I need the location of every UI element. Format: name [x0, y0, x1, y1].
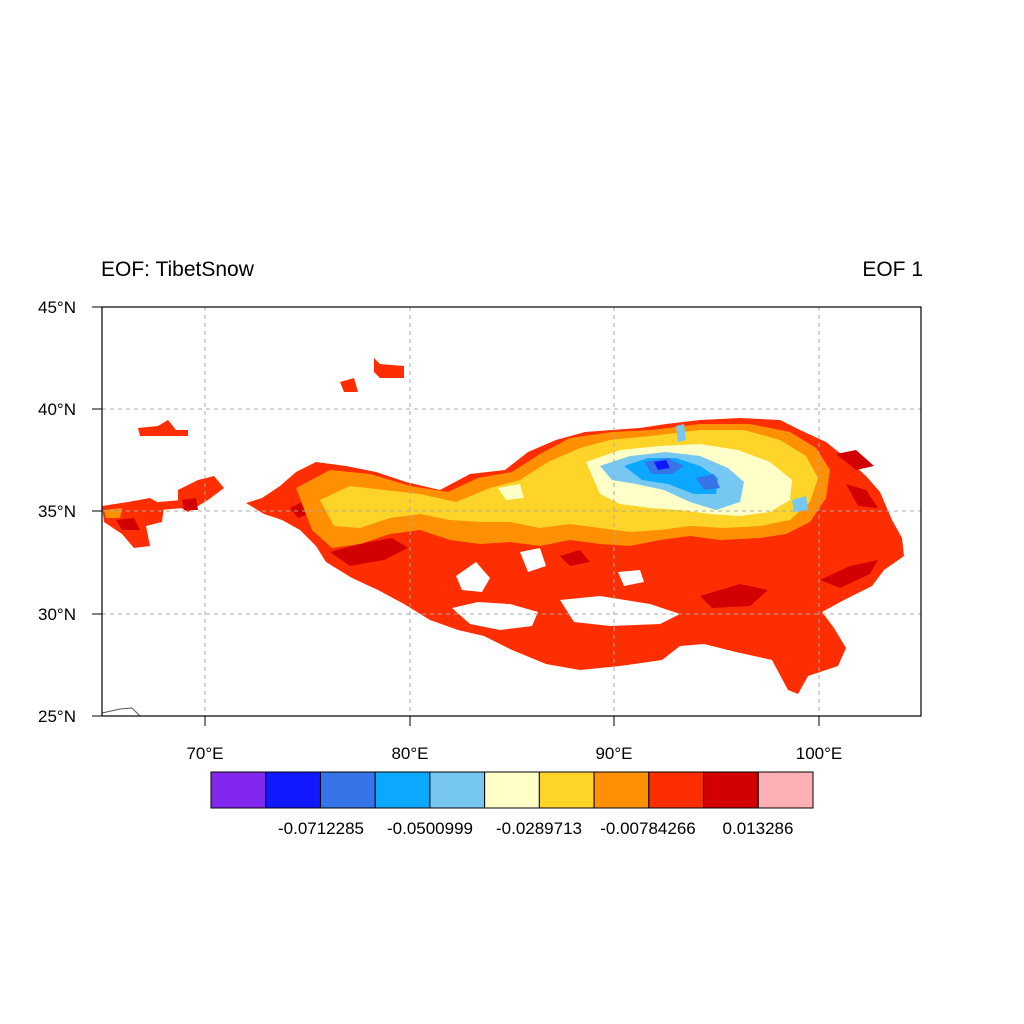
colorbar-swatch: [210, 771, 267, 809]
colorbar-labels: -0.0712285 -0.0500999 -0.0289713 -0.0078…: [278, 819, 793, 838]
lat-tick-label: 25°N: [38, 707, 76, 726]
lat-axis: 25°N 30°N 35°N 40°N 45°N: [38, 298, 76, 726]
lat-tick-label: 30°N: [38, 605, 76, 624]
colorbar-label: -0.0712285: [278, 819, 364, 838]
tick-marks: [92, 306, 820, 726]
colorbar-label: 0.013286: [723, 819, 794, 838]
lon-tick-label: 90°E: [595, 744, 632, 763]
coastline: [101, 707, 141, 717]
colorbar-label: -0.0289713: [496, 819, 582, 838]
colorbar-swatch: [538, 771, 595, 809]
colorbar-swatch: [374, 771, 431, 809]
lat-tick-label: 45°N: [38, 298, 76, 317]
colorbar-swatch: [703, 771, 759, 809]
colorbar-swatch: [648, 771, 705, 809]
colorbar-swatch: [265, 771, 321, 809]
colorbar-swatch: [757, 771, 814, 809]
lat-tick-label: 35°N: [38, 502, 76, 521]
colorbar-label: -0.00784266: [600, 819, 695, 838]
snow-eof-field: [102, 358, 904, 694]
map-gridlines: [102, 307, 921, 716]
lon-tick-label: 80°E: [391, 744, 428, 763]
lon-axis: 70°E 80°E 90°E 100°E: [186, 744, 842, 763]
colorbar-swatch: [593, 771, 650, 809]
colorbar: [210, 771, 814, 809]
lon-tick-label: 100°E: [796, 744, 843, 763]
colorbar-swatch: [319, 771, 376, 809]
map-title-right: EOF 1: [862, 258, 923, 281]
colorbar-label: -0.0500999: [387, 819, 473, 838]
colorbar-swatch: [429, 771, 486, 809]
lon-tick-label: 70°E: [186, 744, 223, 763]
lat-tick-label: 40°N: [38, 400, 76, 419]
colorbar-swatch: [484, 771, 540, 809]
map-title-left: EOF: TibetSnow: [101, 258, 254, 281]
